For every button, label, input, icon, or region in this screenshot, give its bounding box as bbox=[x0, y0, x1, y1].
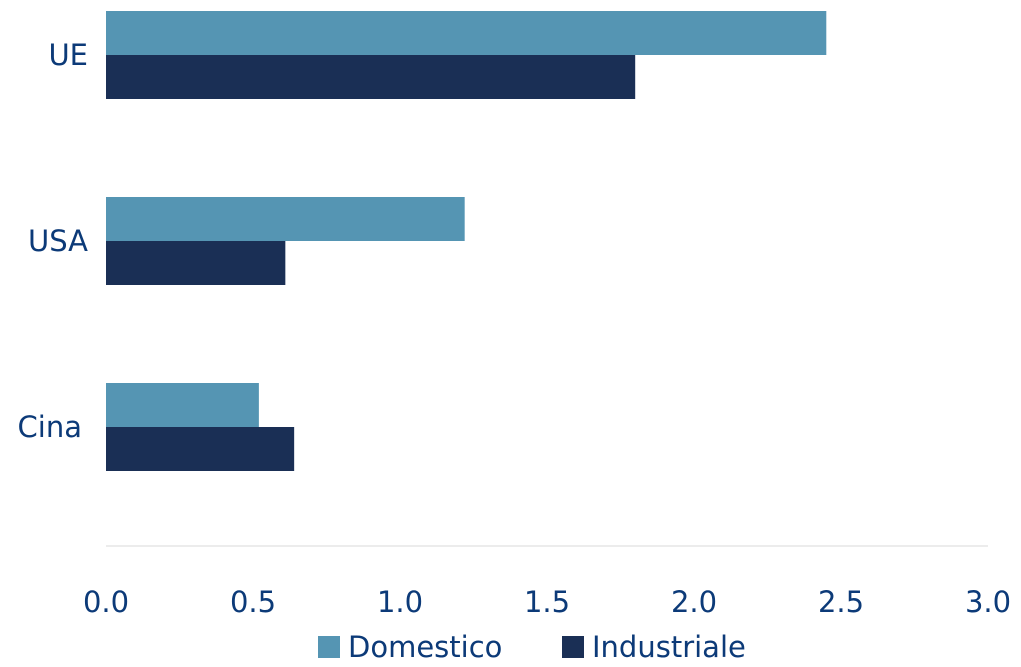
bar-cina-industriale bbox=[106, 427, 295, 471]
legend-label-domestico: Domestico bbox=[348, 630, 502, 664]
x-tick-label: 2.0 bbox=[671, 585, 717, 619]
bar-usa-domestico bbox=[106, 197, 465, 241]
category-labels: UE USA Cina bbox=[18, 38, 89, 444]
x-tick-label: 2.5 bbox=[818, 585, 864, 619]
x-tick-labels: 0.0 0.5 1.0 1.5 2.0 2.5 3.0 bbox=[83, 585, 1011, 619]
legend: Domestico Industriale bbox=[318, 630, 746, 664]
x-tick-label: 1.5 bbox=[524, 585, 570, 619]
bars-group bbox=[106, 11, 827, 471]
category-label-ue: UE bbox=[48, 38, 88, 72]
legend-swatch-domestico bbox=[318, 636, 340, 658]
category-label-cina: Cina bbox=[18, 410, 82, 444]
legend-swatch-industriale bbox=[562, 636, 584, 658]
x-tick-label: 0.5 bbox=[230, 585, 276, 619]
legend-label-industriale: Industriale bbox=[592, 630, 746, 664]
bar-ue-industriale bbox=[106, 55, 636, 99]
x-tick-label: 3.0 bbox=[965, 585, 1011, 619]
bar-ue-domestico bbox=[106, 11, 827, 55]
x-tick-label: 0.0 bbox=[83, 585, 129, 619]
category-label-usa: USA bbox=[28, 224, 88, 258]
bar-usa-industriale bbox=[106, 241, 286, 285]
bar-cina-domestico bbox=[106, 383, 259, 427]
x-tick-label: 1.0 bbox=[377, 585, 423, 619]
